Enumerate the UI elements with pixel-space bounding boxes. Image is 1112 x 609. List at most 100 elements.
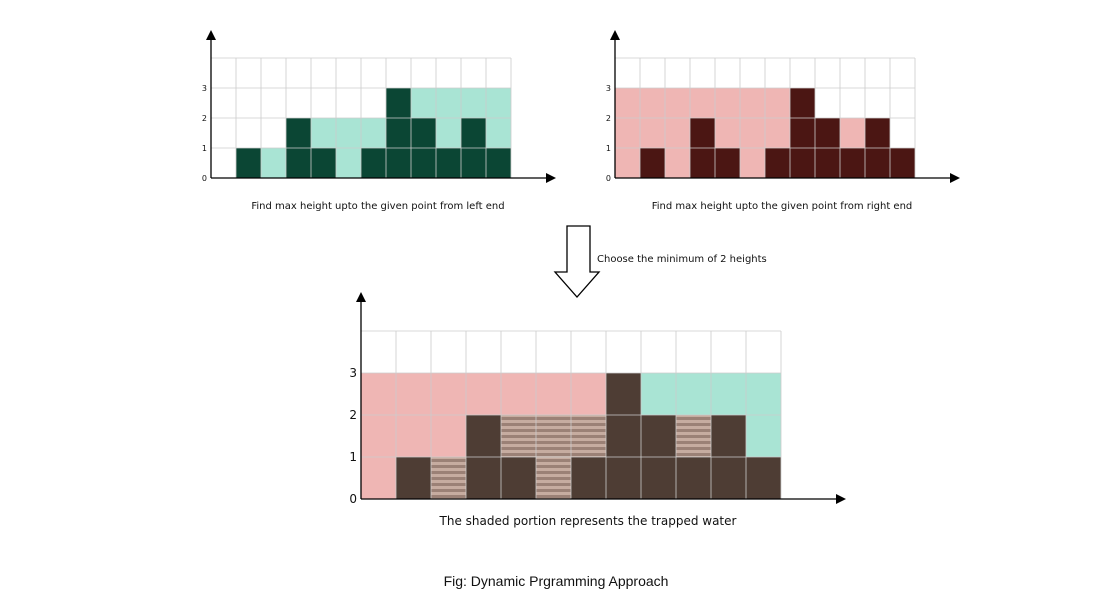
bottom-cell	[466, 457, 501, 499]
bottom-chart: 0 1 2 3 The shaded portion represents the tr…	[349, 292, 846, 528]
left-chart: 0 1 2 3 Find max height upto the given point…	[202, 30, 556, 212]
left-cell	[236, 148, 261, 178]
right-cell	[790, 88, 815, 118]
bottom-cell	[606, 457, 641, 499]
left-cell	[486, 88, 511, 118]
y-tick-label: 2	[349, 408, 357, 422]
y-tick-label: 0	[606, 174, 611, 183]
left-cell	[486, 148, 511, 178]
bottom-max-cell	[746, 415, 781, 457]
left-cell	[361, 118, 386, 148]
bottom-cell	[641, 415, 676, 457]
right-cell	[615, 148, 640, 178]
right-cell	[640, 118, 665, 148]
left-cell	[361, 148, 386, 178]
bottom-cell	[536, 457, 571, 499]
right-cell	[765, 118, 790, 148]
left-cell	[336, 148, 361, 178]
bottom-cell	[571, 457, 606, 499]
right-cell	[665, 88, 690, 118]
left-cell	[461, 118, 486, 148]
y-tick-label: 1	[202, 144, 207, 153]
y-axis-arrow	[206, 30, 216, 40]
bottom-max-cell	[396, 415, 431, 457]
bottom-cell	[396, 457, 431, 499]
bottom-cell	[641, 457, 676, 499]
left-cell	[286, 148, 311, 178]
left-cell	[286, 118, 311, 148]
x-axis-arrow	[546, 173, 556, 183]
right-cell	[740, 118, 765, 148]
right-cell	[615, 88, 640, 118]
right-cell	[890, 148, 915, 178]
right-cell	[840, 118, 865, 148]
bottom-max-cell	[466, 373, 501, 415]
bottom-max-cell	[746, 373, 781, 415]
bottom-cell	[536, 415, 571, 457]
right-cell	[690, 118, 715, 148]
right-cell	[765, 148, 790, 178]
left-cell	[461, 88, 486, 118]
right-cell	[665, 148, 690, 178]
bottom-max-cell	[431, 373, 466, 415]
right-cell	[715, 148, 740, 178]
left-cell	[486, 118, 511, 148]
y-tick-label: 3	[202, 84, 207, 93]
x-axis-arrow	[950, 173, 960, 183]
left-cell	[411, 118, 436, 148]
bottom-cell	[466, 415, 501, 457]
right-cell	[815, 118, 840, 148]
right-cell	[790, 148, 815, 178]
y-tick-label: 2	[606, 114, 611, 123]
bottom-cell	[606, 373, 641, 415]
bottom-cell	[711, 415, 746, 457]
bottom-cell	[501, 415, 536, 457]
bottom-max-cell	[571, 373, 606, 415]
right-cell	[640, 148, 665, 178]
bottom-max-cell	[501, 373, 536, 415]
right-cell	[615, 118, 640, 148]
left-cell	[436, 118, 461, 148]
arrow-note: Choose the minimum of 2 heights	[597, 254, 767, 265]
left-cell	[386, 148, 411, 178]
y-tick-label: 0	[349, 492, 357, 506]
bottom-cell	[606, 415, 641, 457]
bottom-cell	[676, 415, 711, 457]
right-cell	[840, 148, 865, 178]
bottom-chart-caption: The shaded portion represents the trappe…	[439, 514, 737, 528]
right-cell	[740, 148, 765, 178]
y-tick-label: 1	[349, 450, 357, 464]
left-cell	[411, 88, 436, 118]
bottom-cell	[501, 457, 536, 499]
y-tick-label: 3	[606, 84, 611, 93]
bottom-cell	[571, 415, 606, 457]
bottom-max-cell	[361, 457, 396, 499]
y-tick-label: 3	[349, 366, 357, 380]
right-cell	[665, 118, 690, 148]
bottom-max-cell	[536, 373, 571, 415]
right-cell	[865, 118, 890, 148]
bottom-max-cell	[361, 415, 396, 457]
bottom-cell	[431, 457, 466, 499]
left-cell	[311, 148, 336, 178]
bottom-max-cell	[431, 415, 466, 457]
right-cell	[715, 118, 740, 148]
right-cell	[690, 148, 715, 178]
y-tick-label: 0	[202, 174, 207, 183]
y-tick-label: 1	[606, 144, 611, 153]
right-cell	[865, 148, 890, 178]
left-cell	[336, 118, 361, 148]
left-cell	[386, 88, 411, 118]
left-cell	[461, 148, 486, 178]
left-cell	[411, 148, 436, 178]
right-cell	[740, 88, 765, 118]
bottom-max-cell	[641, 373, 676, 415]
right-cell	[765, 88, 790, 118]
left-chart-caption: Find max height upto the given point fro…	[251, 201, 504, 212]
bottom-max-cell	[711, 373, 746, 415]
left-cell	[436, 88, 461, 118]
bottom-max-cell	[361, 373, 396, 415]
right-cell	[790, 118, 815, 148]
right-cell	[715, 88, 740, 118]
